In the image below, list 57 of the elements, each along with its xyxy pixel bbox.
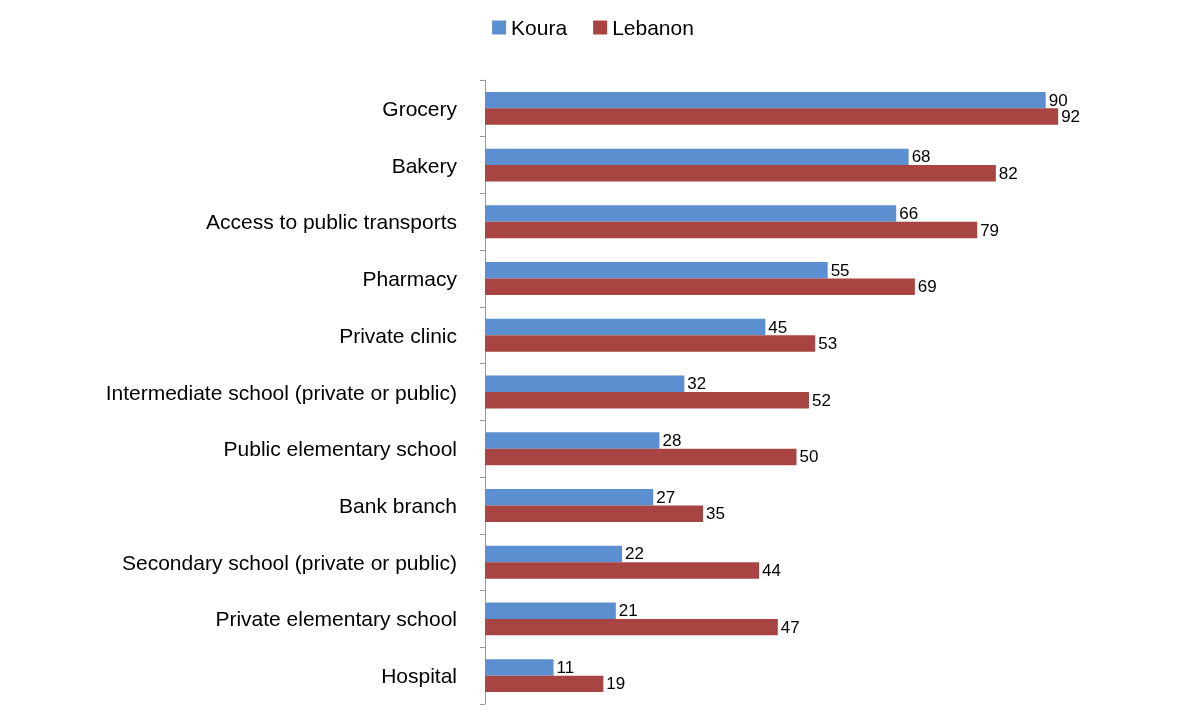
- y-tick-label: Public elementary school: [223, 437, 457, 461]
- data-label: 35: [706, 504, 725, 524]
- data-label: 32: [687, 374, 707, 394]
- data-label: 66: [899, 204, 919, 224]
- data-label: 79: [980, 220, 1000, 240]
- y-tick-label: Access to public transports: [206, 210, 457, 234]
- bar: [485, 618, 778, 636]
- data-label: 55: [830, 260, 850, 280]
- y-tick-label: Pharmacy: [362, 267, 458, 291]
- data-label: 11: [556, 657, 575, 677]
- data-label: 82: [998, 163, 1018, 183]
- data-label: 90: [1048, 90, 1068, 110]
- data-label: 47: [780, 617, 800, 637]
- y-tick-label: Grocery: [382, 96, 458, 120]
- data-label: 27: [656, 487, 676, 507]
- bar: [485, 148, 909, 166]
- data-label: 69: [917, 277, 937, 297]
- bar: [485, 221, 978, 239]
- data-label: 52: [811, 390, 831, 410]
- y-tick-label: Hospital: [381, 664, 457, 688]
- data-label: 92: [1061, 107, 1081, 127]
- bar: [485, 335, 816, 352]
- data-label: 50: [799, 447, 819, 467]
- data-label: 44: [762, 560, 782, 580]
- y-tick-label: Private elementary school: [215, 607, 457, 631]
- bar: [485, 505, 704, 522]
- bar: [485, 165, 996, 182]
- y-tick-label: Intermediate school (private or public): [105, 380, 457, 404]
- data-label: 45: [768, 317, 788, 337]
- y-tick-label: Bakery: [391, 153, 458, 177]
- bar: [485, 489, 654, 506]
- y-tick-label: Secondary school (private or public): [122, 550, 457, 574]
- bar: [485, 375, 685, 392]
- data-label: 19: [606, 674, 626, 694]
- bar: [485, 262, 828, 279]
- bar: [485, 562, 760, 579]
- bar: [485, 432, 660, 449]
- bar: [485, 545, 623, 563]
- legend-label: Lebanon: [612, 16, 694, 39]
- y-tick-label: Private clinic: [339, 323, 457, 347]
- y-tick-label: Bank branch: [339, 493, 457, 517]
- bar: [485, 659, 554, 676]
- legend-label: Koura: [511, 16, 568, 39]
- bar: [485, 278, 915, 295]
- bar: [485, 675, 604, 693]
- data-label: 22: [625, 544, 644, 564]
- bar: [485, 392, 809, 409]
- bar: [485, 91, 1046, 109]
- bar: [485, 108, 1059, 125]
- bar: [485, 448, 797, 466]
- data-label: 68: [911, 147, 931, 167]
- data-label: 21: [618, 601, 638, 621]
- bar: [485, 602, 616, 619]
- data-label: 53: [818, 334, 838, 353]
- bar: [485, 205, 897, 222]
- data-label: 28: [662, 431, 682, 450]
- bar: [485, 318, 766, 336]
